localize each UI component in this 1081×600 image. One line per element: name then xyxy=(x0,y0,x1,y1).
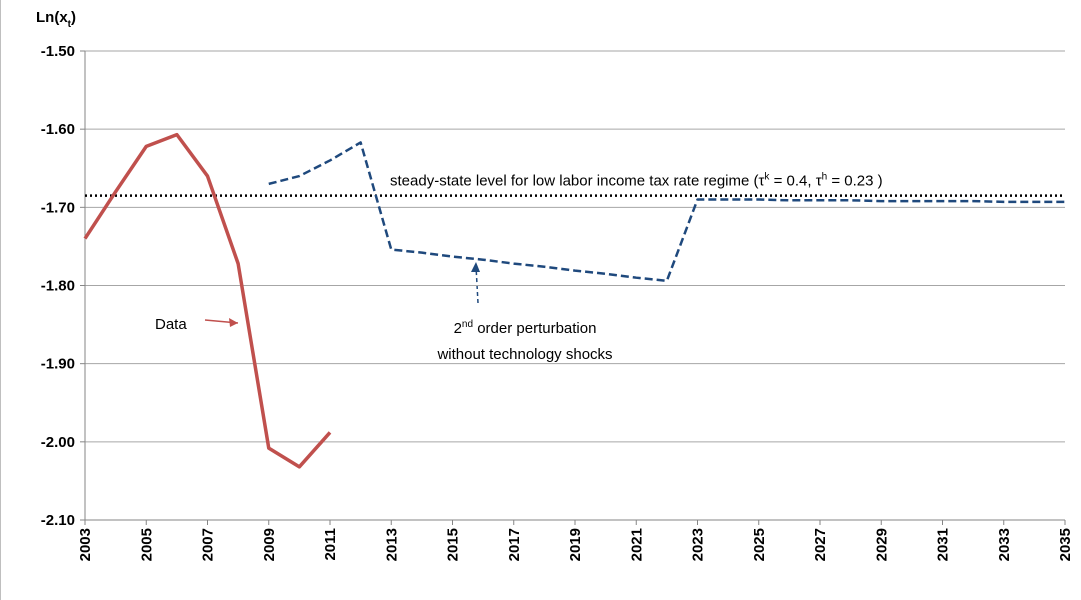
series-line xyxy=(83,132,332,469)
y-axis-title-part: t xyxy=(68,19,72,30)
y-tick-label: -2.00 xyxy=(41,434,75,451)
x-tick-label: 2011 xyxy=(322,528,339,561)
arrow-head xyxy=(229,318,238,327)
x-tick-label: 2015 xyxy=(445,528,462,561)
y-axis-title: Ln(xt) xyxy=(36,9,76,30)
annotation-part: Data xyxy=(155,316,187,333)
annotation: without technology shocks xyxy=(436,346,612,363)
arrow-head xyxy=(471,262,480,272)
y-tick-label: -1.90 xyxy=(41,356,75,373)
x-tick-label: 2003 xyxy=(77,528,94,561)
reference-label-part: k xyxy=(764,172,770,183)
annotation-part: without technology shocks xyxy=(436,346,612,363)
annotation-arrow xyxy=(475,265,479,304)
x-tick-label: 2033 xyxy=(996,528,1013,561)
annotation: Data xyxy=(155,316,187,333)
x-tick-label: 2027 xyxy=(812,528,829,561)
y-axis-title-part: ) xyxy=(71,9,76,26)
x-tick-label: 2019 xyxy=(567,528,584,561)
x-tick-label: 2009 xyxy=(261,528,278,561)
x-tick-label: 2021 xyxy=(628,528,645,561)
reference-label-part: h xyxy=(822,172,828,183)
x-tick-label: 2017 xyxy=(506,528,523,561)
reference-label-part: = 0.23 ) xyxy=(827,173,882,190)
x-tick-label: 2035 xyxy=(1057,528,1074,561)
y-tick-label: -1.80 xyxy=(41,278,75,295)
series-line xyxy=(268,141,1065,283)
reference-label-part: steady-state level for low labor income … xyxy=(390,173,764,190)
x-tick-label: 2025 xyxy=(751,528,768,561)
annotation-part: nd xyxy=(462,319,473,330)
annotation-part: order perturbation xyxy=(473,320,596,337)
reference-label: steady-state level for low labor income … xyxy=(390,172,883,190)
annotation: 2nd order perturbation xyxy=(454,319,597,337)
y-tick-label: -1.60 xyxy=(41,121,75,138)
reference-label-part: = 0.4, τ xyxy=(769,173,821,190)
annotation-part: 2 xyxy=(454,320,462,337)
y-tick-label: -2.10 xyxy=(41,512,75,529)
x-tick-label: 2023 xyxy=(690,528,707,561)
x-tick-label: 2007 xyxy=(200,528,217,561)
x-tick-label: 2029 xyxy=(873,528,890,561)
y-tick-label: -1.50 xyxy=(41,43,75,60)
x-tick-label: 2031 xyxy=(935,528,952,561)
x-tick-label: 2013 xyxy=(383,528,400,561)
y-axis-title-part: Ln(x xyxy=(36,9,68,26)
x-tick-label: 2005 xyxy=(138,528,155,561)
y-tick-label: -1.70 xyxy=(41,199,75,216)
